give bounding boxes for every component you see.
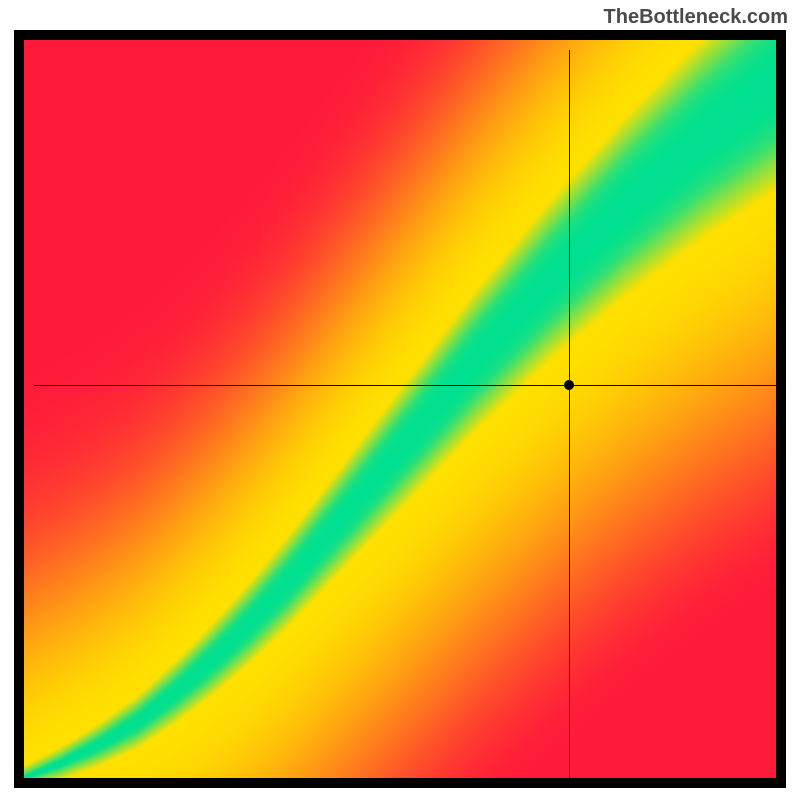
marker-dot	[564, 380, 574, 390]
crosshair-horizontal	[34, 385, 786, 386]
crosshair-vertical	[569, 50, 570, 788]
watermark-text: TheBottleneck.com	[604, 6, 788, 29]
chart-frame	[14, 30, 786, 788]
heatmap-canvas	[24, 40, 776, 778]
chart-container: TheBottleneck.com	[0, 0, 800, 800]
